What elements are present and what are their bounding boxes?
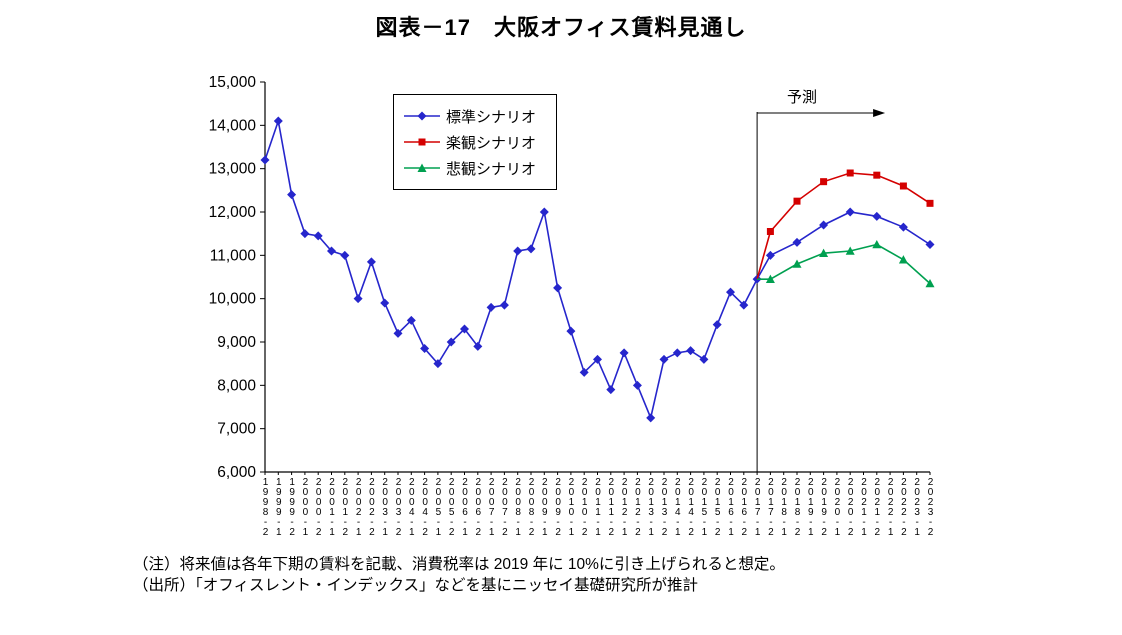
chart-plot: 6,000 7,000 8,000 9,000 10,000 11,000 12,000 13… (209, 74, 935, 481)
marker-square-icon (926, 199, 934, 207)
y-tick-label: 11,000 (210, 247, 257, 264)
marker-diamond-icon (366, 257, 376, 267)
marker-diamond-icon (686, 346, 696, 356)
marker-diamond-icon (486, 302, 496, 312)
marker-triangle-icon (925, 279, 935, 288)
series-line (264, 117, 931, 421)
marker-diamond-icon (433, 359, 443, 369)
chart-title: 図表－17 大阪オフィス賃料見通し (375, 15, 747, 40)
marker-diamond-icon (819, 220, 829, 230)
marker-diamond-icon (353, 294, 363, 304)
marker-diamond-icon (300, 229, 310, 239)
marker-triangle-icon (765, 274, 775, 283)
marker-diamond-icon (473, 341, 483, 351)
marker-diamond-icon (406, 315, 416, 325)
marker-triangle-icon (792, 259, 802, 268)
marker-diamond-icon (313, 231, 323, 241)
y-tick-label: 6,000 (217, 464, 256, 481)
marker-square-icon (899, 182, 907, 190)
y-tick-label: 10,000 (209, 291, 257, 308)
marker-diamond-icon (273, 116, 283, 126)
series-line (756, 172, 931, 280)
marker-diamond-icon (327, 246, 336, 256)
marker-diamond-icon (712, 320, 722, 330)
legend-label: 悲観シナリオ (446, 160, 537, 178)
marker-diamond-icon (393, 328, 403, 338)
marker-diamond-icon (340, 250, 350, 260)
note-line-1: （注）将来値は各年下期の賃料を記載、消費税率は 2019 年に 10%に引き上げ… (133, 556, 785, 573)
marker-diamond-icon (632, 380, 642, 390)
legend-item-1: 標準シナリオ (404, 103, 546, 129)
marker-diamond-icon (579, 367, 589, 377)
marker-diamond-icon (499, 300, 509, 310)
marker-diamond-icon (460, 324, 469, 334)
y-tick-label: 7,000 (217, 421, 256, 438)
marker-diamond-icon (566, 326, 576, 336)
marker-square-icon (766, 228, 774, 235)
marker-diamond-icon (672, 348, 682, 358)
legend-marker-diamond-icon (404, 111, 440, 121)
legend-marker-triangle-icon (404, 163, 440, 172)
marker-square-icon (793, 197, 801, 205)
series-line (757, 243, 931, 285)
legend-marker-square-icon (404, 138, 440, 146)
note-line-2: （出所）「オフィスレント・インデックス」などを基にニッセイ基礎研究所が推計 (133, 577, 698, 594)
marker-diamond-icon (739, 300, 749, 310)
marker-diamond-icon (446, 337, 456, 347)
marker-triangle-icon (819, 248, 829, 257)
marker-diamond-icon (539, 207, 549, 217)
marker-diamond-icon (260, 155, 270, 165)
marker-diamond-icon (526, 244, 536, 254)
legend-label: 楽観シナリオ (446, 134, 537, 152)
marker-diamond-icon (646, 413, 656, 423)
y-tick-label: 8,000 (217, 377, 256, 394)
y-tick-label: 14,000 (209, 117, 257, 134)
marker-diamond-icon (699, 354, 709, 364)
legend: 標準シナリオ 楽観シナリオ 悲観シナリオ (393, 94, 557, 190)
legend-label: 標準シナリオ (446, 108, 537, 126)
marker-triangle-icon (845, 246, 855, 255)
marker-diamond-icon (765, 250, 775, 260)
marker-diamond-icon (619, 348, 629, 358)
chart-notes: （注）将来値は各年下期の賃料を記載、消費税率は 2019 年に 10%に引き上げ… (133, 554, 785, 596)
marker-diamond-icon (606, 385, 616, 395)
marker-diamond-icon (898, 222, 908, 232)
y-tick-label: 13,000 (209, 161, 257, 178)
legend-item-3: 悲観シナリオ (404, 155, 546, 181)
marker-diamond-icon (659, 354, 669, 364)
forecast-arrowhead-icon (873, 109, 886, 117)
legend-item-2: 楽観シナリオ (404, 129, 546, 155)
marker-square-icon (873, 171, 881, 179)
y-tick-label: 15,000 (209, 74, 257, 91)
marker-square-icon (846, 169, 854, 177)
marker-triangle-icon (872, 240, 882, 249)
marker-diamond-icon (726, 287, 735, 297)
marker-square-icon (820, 178, 828, 186)
marker-diamond-icon (872, 211, 882, 221)
marker-triangle-icon (898, 255, 908, 264)
marker-diamond-icon (380, 298, 390, 308)
marker-diamond-icon (925, 240, 935, 249)
marker-diamond-icon (593, 354, 602, 364)
marker-diamond-icon (553, 283, 563, 293)
marker-diamond-icon (845, 207, 855, 217)
y-tick-label: 12,000 (209, 204, 257, 221)
marker-diamond-icon (420, 344, 430, 353)
marker-diamond-icon (287, 190, 297, 200)
marker-diamond-icon (513, 246, 523, 256)
forecast-annotation-label: 予測 (787, 89, 818, 106)
marker-diamond-icon (792, 237, 802, 247)
y-tick-label: 9,000 (217, 334, 256, 351)
